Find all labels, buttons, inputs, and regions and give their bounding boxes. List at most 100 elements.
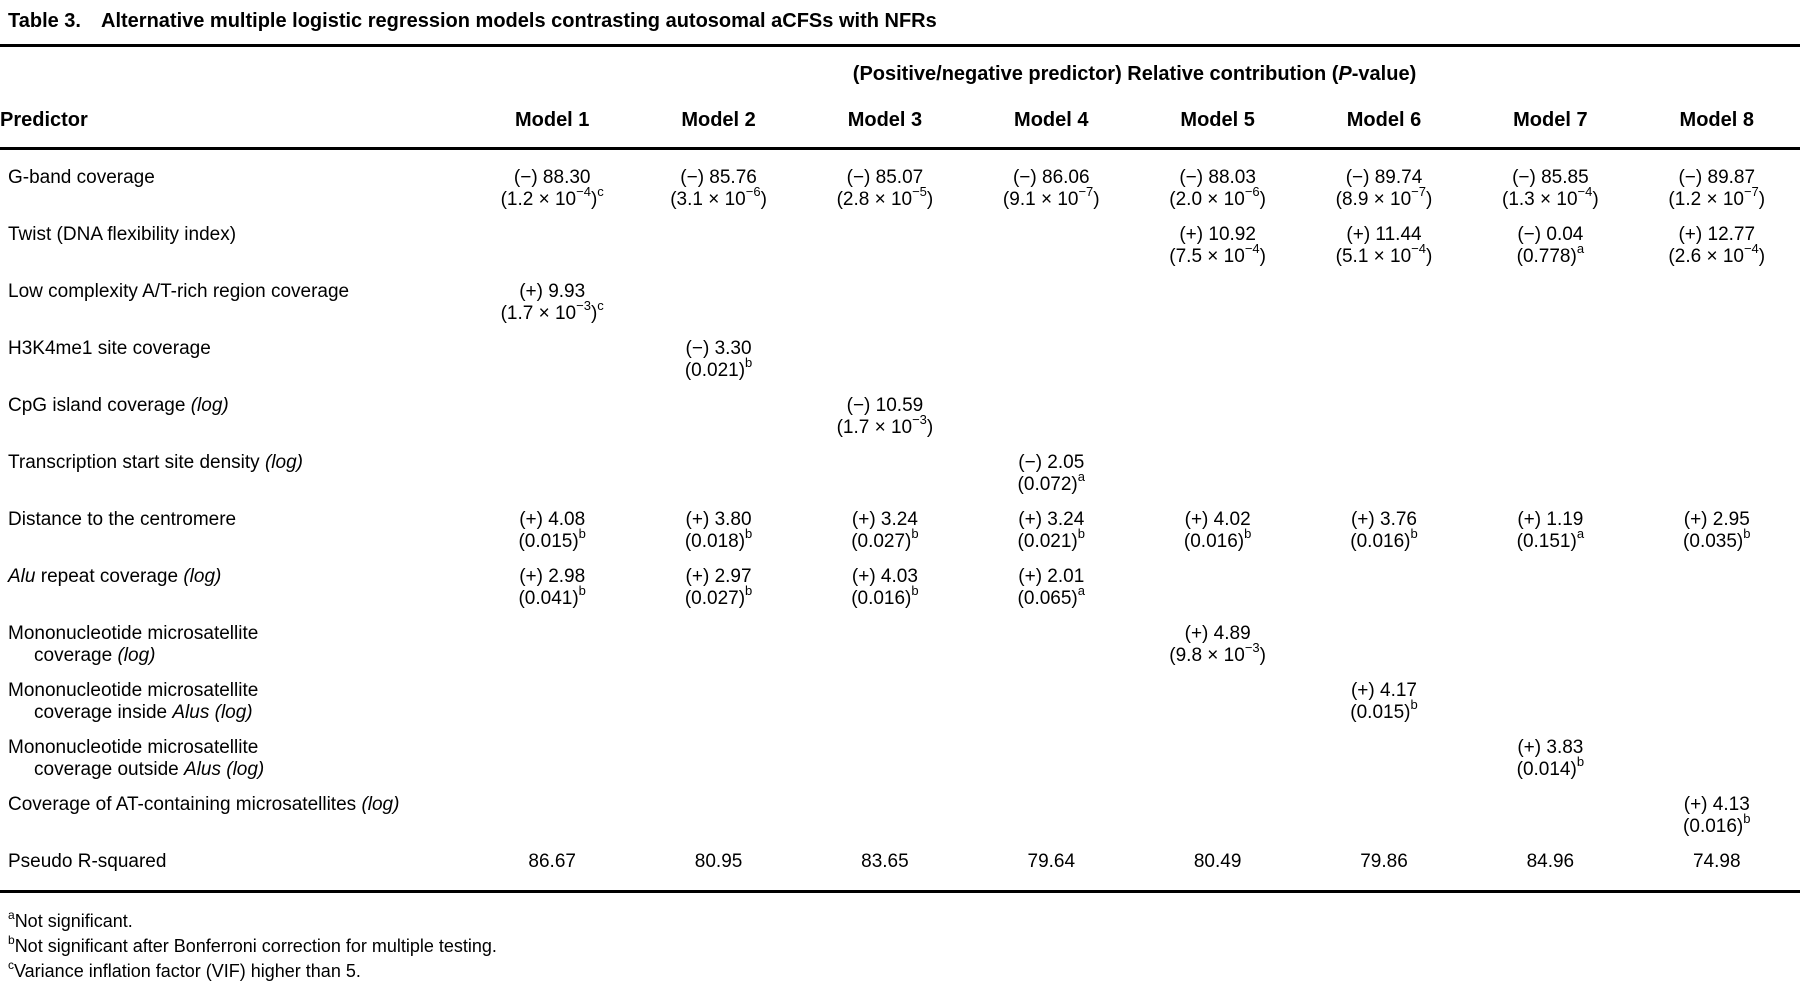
model-value-cell xyxy=(1134,552,1300,609)
model-value-cell: (+) 3.80 (0.018)b xyxy=(684,509,753,552)
model-value-cell: 84.96 xyxy=(1526,851,1575,872)
model-column-header: Model 1 xyxy=(469,95,636,150)
model-value-cell xyxy=(968,780,1134,837)
model-value-cell xyxy=(802,609,968,666)
model-value-cell xyxy=(1134,324,1300,381)
table-row: CpG island coverage (log) (−) 10.59 (1.7 ×… xyxy=(0,381,1800,438)
table-number: Table 3. xyxy=(8,10,81,32)
footnotes: aNot significant. bNot significant after … xyxy=(0,893,1800,984)
model-value-cell xyxy=(802,780,968,837)
model-value-cell xyxy=(1634,438,1800,495)
predictor-cell: Distance to the centromere xyxy=(8,509,237,530)
regression-models-table: (Positive/negative predictor) Relative c… xyxy=(0,47,1800,893)
model-value-cell xyxy=(1134,438,1300,495)
predictor-cell: G-band coverage xyxy=(8,167,155,188)
model-value-cell: (+) 3.83 (0.014)b xyxy=(1516,737,1585,780)
model-value-cell xyxy=(802,438,968,495)
table-row: Alu repeat coverage (log) (+) 2.98 (0.041)… xyxy=(0,552,1800,609)
model-value-cell xyxy=(802,723,968,780)
predictor-cell: Coverage of AT-containing microsatellite… xyxy=(8,794,400,815)
model-value-cell xyxy=(469,210,635,267)
model-value-cell: (+) 9.93 (1.7 × 10−3)c xyxy=(500,281,604,324)
predictor-cell: Mononucleotide microsatellite coverage in… xyxy=(8,680,259,723)
model-value-cell xyxy=(1467,438,1633,495)
predictor-cell: Low complexity A/T-rich region coverage xyxy=(8,281,350,302)
model-value-cell: (+) 4.17 (0.015)b xyxy=(1350,680,1418,723)
model-value-cell: (+) 3.24 (0.027)b xyxy=(851,509,919,552)
model-value-cell: (+) 4.03 (0.016)b xyxy=(851,566,919,609)
span-header-spacer xyxy=(0,47,469,95)
model-value-cell xyxy=(1301,267,1467,324)
table-row: Twist (DNA flexibility index) (+) 10.92 (7… xyxy=(0,210,1800,267)
model-value-cell xyxy=(1634,267,1800,324)
model-value-cell: (+) 10.92 (7.5 × 10−4) xyxy=(1169,224,1266,267)
model-value-cell xyxy=(469,666,635,723)
model-value-cell: (+) 2.97 (0.027)b xyxy=(684,566,753,609)
model-value-cell xyxy=(469,609,635,666)
model-value-cell xyxy=(1467,324,1633,381)
table-row: Mononucleotide microsatellite coverage ou… xyxy=(0,723,1800,780)
table-row: H3K4me1 site coverage (−) 3.30 (0.021)b xyxy=(0,324,1800,381)
model-value-cell: (+) 2.01 (0.065)a xyxy=(1017,566,1085,609)
model-value-cell xyxy=(1134,267,1300,324)
model-value-cell xyxy=(635,723,801,780)
model-value-cell xyxy=(635,438,801,495)
table-row: Mononucleotide microsatellite coverage (l… xyxy=(0,609,1800,666)
model-value-cell xyxy=(1301,324,1467,381)
model-value-cell xyxy=(1301,438,1467,495)
model-value-cell: 83.65 xyxy=(861,851,909,872)
model-value-cell xyxy=(635,210,801,267)
model-value-cell xyxy=(968,666,1134,723)
model-value-cell xyxy=(802,210,968,267)
model-value-cell xyxy=(635,666,801,723)
table-row: Mononucleotide microsatellite coverage in… xyxy=(0,666,1800,723)
span-column-group-header: (Positive/negative predictor) Relative c… xyxy=(852,63,1417,85)
model-value-cell: (+) 3.24 (0.021)b xyxy=(1017,509,1085,552)
model-column-header: Model 8 xyxy=(1633,95,1800,150)
model-value-cell xyxy=(1467,552,1633,609)
model-value-cell xyxy=(802,267,968,324)
predictor-cell: Pseudo R-squared xyxy=(8,851,167,872)
model-value-cell xyxy=(635,609,801,666)
model-value-cell: (−) 85.76 (3.1 × 10−6) xyxy=(670,167,767,210)
model-value-cell: (−) 0.04 (0.778)a xyxy=(1516,224,1585,267)
model-value-cell xyxy=(635,780,801,837)
model-value-cell: (−) 89.74 (8.9 × 10−7) xyxy=(1335,167,1433,210)
model-value-cell: (+) 3.76 (0.016)b xyxy=(1350,509,1418,552)
predictor-cell: Mononucleotide microsatellite coverage (l… xyxy=(8,623,259,666)
model-column-header: Model 3 xyxy=(801,95,969,150)
model-value-cell xyxy=(635,381,801,438)
model-value-cell xyxy=(968,210,1134,267)
model-value-cell: 74.98 xyxy=(1692,851,1741,872)
predictor-cell: Twist (DNA flexibility index) xyxy=(8,224,237,245)
model-column-header: Model 5 xyxy=(1134,95,1301,150)
model-value-cell xyxy=(1634,552,1800,609)
model-value-cell xyxy=(1634,324,1800,381)
model-value-cell xyxy=(1301,723,1467,780)
model-value-cell xyxy=(1301,609,1467,666)
model-value-cell xyxy=(802,666,968,723)
table-row: Distance to the centromere (+) 4.08 (0.015… xyxy=(0,495,1800,552)
table-row: Low complexity A/T-rich region coverage (… xyxy=(0,267,1800,324)
table-row: Pseudo R-squared 86.67 80.95 83.65 79.64 80.4… xyxy=(0,837,1800,891)
model-value-cell: 79.64 xyxy=(1027,851,1076,872)
model-value-cell: (+) 11.44 (5.1 × 10−4) xyxy=(1335,224,1433,267)
model-value-cell: (+) 4.89 (9.8 × 10−3) xyxy=(1169,623,1266,666)
model-value-cell xyxy=(1634,381,1800,438)
model-value-cell: (+) 2.95 (0.035)b xyxy=(1683,509,1751,552)
model-value-cell xyxy=(968,381,1134,438)
model-value-cell xyxy=(635,267,801,324)
model-value-cell xyxy=(1134,723,1300,780)
model-value-cell xyxy=(469,438,635,495)
model-value-cell: (−) 85.07 (2.8 × 10−5) xyxy=(836,167,934,210)
model-value-cell: (−) 89.87 (1.2 × 10−7) xyxy=(1668,167,1766,210)
model-value-cell: 80.95 xyxy=(694,851,743,872)
model-value-cell xyxy=(1134,381,1300,438)
model-value-cell xyxy=(968,324,1134,381)
model-value-cell xyxy=(1467,666,1633,723)
predictor-cell: Alu repeat coverage (log) xyxy=(8,566,222,587)
model-value-cell: (+) 12.77 (2.6 × 10−4) xyxy=(1668,224,1766,267)
model-value-cell xyxy=(802,324,968,381)
model-value-cell xyxy=(469,324,635,381)
